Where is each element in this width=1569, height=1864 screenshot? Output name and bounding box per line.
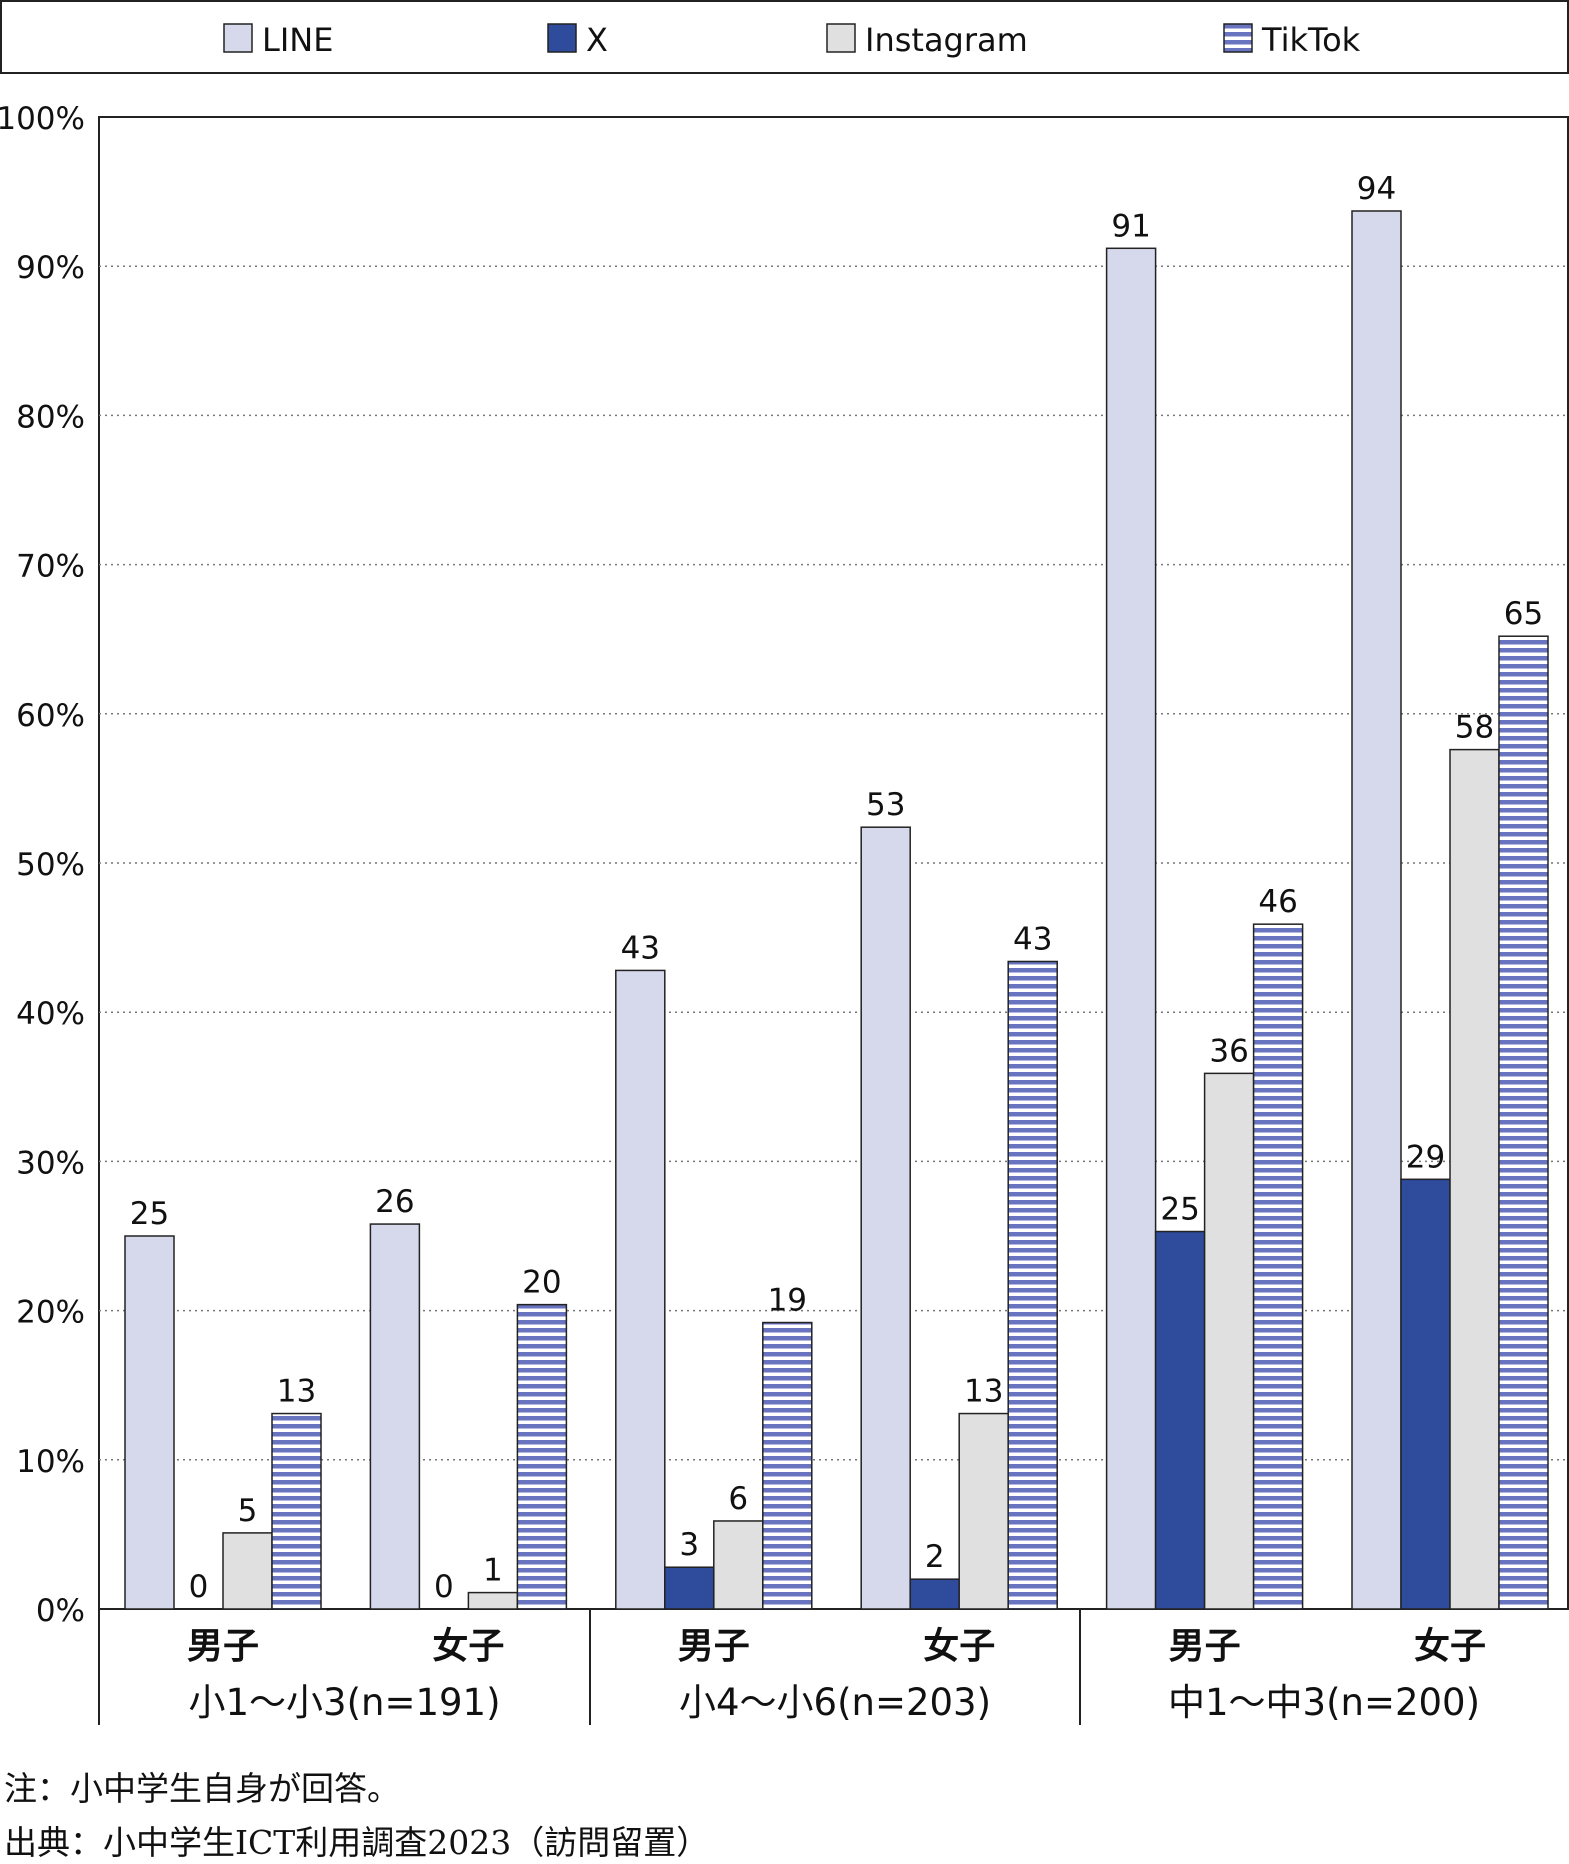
y-tick-label: 20% (16, 1295, 85, 1331)
data-label: 58 (1455, 710, 1494, 746)
bar-tiktok (516, 1303, 568, 1610)
bar-line (615, 969, 666, 1610)
grid (98, 116, 1569, 1610)
legend-swatch-x (547, 23, 577, 53)
data-label: 1 (483, 1553, 503, 1589)
bar-instagram (222, 1532, 273, 1610)
bar-tiktok (1007, 960, 1058, 1610)
bar-line (1351, 210, 1402, 1610)
x-category-label: 男子 (678, 1626, 750, 1667)
y-tick-label: 0% (36, 1593, 85, 1629)
bar-tiktok (1498, 635, 1549, 1610)
data-label: 53 (866, 787, 905, 823)
legend-label-line: LINE (262, 21, 333, 59)
bar-line (1105, 247, 1157, 1610)
x-group-label: 小1～小3(n=191) (188, 1681, 500, 1724)
bar-x (664, 1566, 715, 1610)
y-tick-label: 40% (16, 996, 85, 1032)
bar-x (1400, 1178, 1451, 1610)
data-label: 25 (130, 1196, 169, 1232)
y-tick-label: 100% (0, 101, 85, 137)
data-label: 20 (522, 1265, 561, 1301)
bar-line (124, 1235, 175, 1610)
legend-label-instagram: Instagram (865, 21, 1028, 59)
y-tick-label: 80% (16, 399, 85, 435)
bar-instagram (1449, 748, 1500, 1610)
bar-x (909, 1578, 960, 1610)
legend-swatch-line (223, 23, 253, 53)
y-tick-label: 50% (16, 847, 85, 883)
x-group-label: 小4～小6(n=203) (679, 1681, 991, 1724)
data-label: 13 (964, 1374, 1003, 1410)
data-label: 6 (728, 1481, 748, 1517)
legend-box (0, 0, 1569, 74)
data-label: 94 (1357, 171, 1396, 207)
bar-instagram (713, 1520, 764, 1610)
source-text: 出典：小中学生ICT利用調査2023（訪問留置） (4, 1823, 710, 1862)
bar-tiktok (271, 1412, 322, 1610)
bar-instagram (1203, 1072, 1255, 1610)
x-category-label: 男子 (1169, 1626, 1241, 1667)
bar-x (1154, 1230, 1206, 1610)
bar-line (860, 826, 911, 1610)
data-label: 5 (238, 1493, 258, 1529)
data-label: 19 (768, 1283, 807, 1319)
data-label: 43 (1013, 921, 1052, 957)
data-label: 29 (1406, 1139, 1445, 1175)
bar-line (369, 1223, 421, 1610)
x-category-label: 女子 (1414, 1626, 1486, 1667)
x-category-label: 女子 (923, 1626, 995, 1667)
bars (124, 210, 1549, 1610)
data-label: 65 (1504, 596, 1543, 632)
note-text: 注：小中学生自身が回答。 (4, 1769, 400, 1808)
y-tick-label: 10% (16, 1444, 85, 1480)
data-label: 3 (679, 1527, 699, 1563)
data-label: 36 (1209, 1033, 1248, 1069)
data-label: 26 (375, 1184, 414, 1220)
data-label: 91 (1111, 208, 1150, 244)
y-tick-label: 30% (16, 1145, 85, 1181)
legend-swatch-tiktok (1223, 23, 1253, 53)
data-label: 13 (277, 1374, 316, 1410)
x-category-label: 女子 (432, 1626, 504, 1667)
y-tick-label: 90% (16, 250, 85, 286)
data-label: 43 (621, 930, 660, 966)
bar-instagram (467, 1591, 519, 1610)
bar-tiktok (762, 1321, 813, 1610)
data-label: 46 (1258, 884, 1297, 920)
bar-tiktok (1252, 923, 1304, 1610)
y-tick-label: 60% (16, 698, 85, 734)
data-label: 0 (434, 1569, 454, 1605)
legend-label-tiktok: TikTok (1261, 21, 1361, 59)
legend: LINE X Instagram TikTok (223, 21, 1361, 59)
legend-label-x: X (586, 21, 608, 59)
x-category-label: 男子 (187, 1626, 259, 1667)
data-label: 25 (1160, 1192, 1199, 1228)
data-label: 0 (189, 1569, 209, 1605)
y-axis: 0% 10% 20% 30% 40% 50% 60% 70% 80% 90% 100% (0, 101, 85, 1629)
x-group-label: 中1～中3(n=200) (1168, 1681, 1480, 1724)
data-label: 2 (925, 1539, 945, 1575)
y-tick-label: 70% (16, 549, 85, 585)
legend-swatch-instagram (826, 23, 856, 53)
bar-instagram (958, 1412, 1009, 1610)
